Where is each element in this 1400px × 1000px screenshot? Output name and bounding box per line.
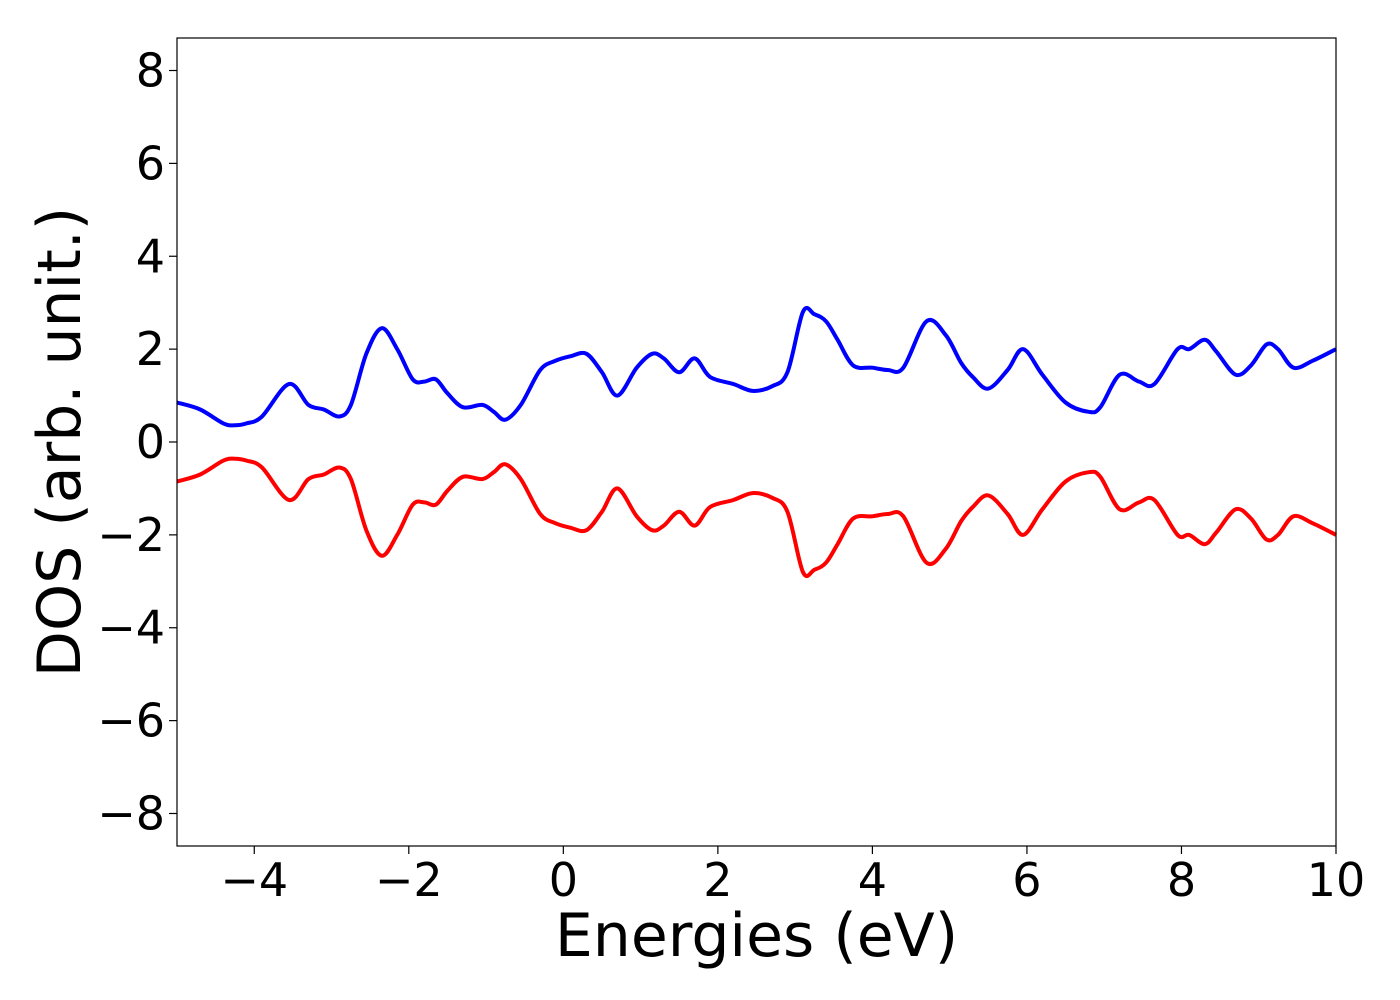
y-tick-label: 2	[136, 322, 165, 376]
y-tick-label: −2	[97, 508, 165, 562]
x-axis-ticks: −4 −2 0 2 4 6 8 10	[220, 846, 1365, 907]
series-layer	[176, 306, 1337, 578]
y-tick-label: 6	[136, 136, 165, 190]
x-tick-label: −4	[220, 853, 288, 907]
x-tick-label: 4	[858, 853, 887, 907]
y-tick-label: −6	[97, 694, 165, 748]
x-tick-label: 10	[1307, 853, 1366, 907]
x-axis-label: Energies (eV)	[555, 901, 958, 971]
y-axis-ticks: −8 −6 −4 −2 0 2 4 6 8	[97, 44, 177, 840]
x-tick-label: 0	[549, 853, 578, 907]
y-tick-label: −4	[97, 601, 165, 655]
x-tick-label: −2	[375, 853, 443, 907]
y-tick-label: 0	[136, 415, 165, 469]
x-tick-label: 8	[1167, 853, 1196, 907]
y-tick-label: −8	[97, 786, 165, 840]
dos-series-line-lower	[176, 456, 1337, 578]
dos-series-line-upper	[176, 306, 1337, 428]
x-tick-label: 6	[1012, 853, 1041, 907]
x-tick-label: 2	[703, 853, 732, 907]
plot-frame	[176, 37, 1337, 847]
y-tick-label: 8	[136, 44, 165, 98]
y-axis-label: DOS (arb. unit.)	[25, 207, 95, 677]
y-tick-label: 4	[136, 229, 165, 283]
